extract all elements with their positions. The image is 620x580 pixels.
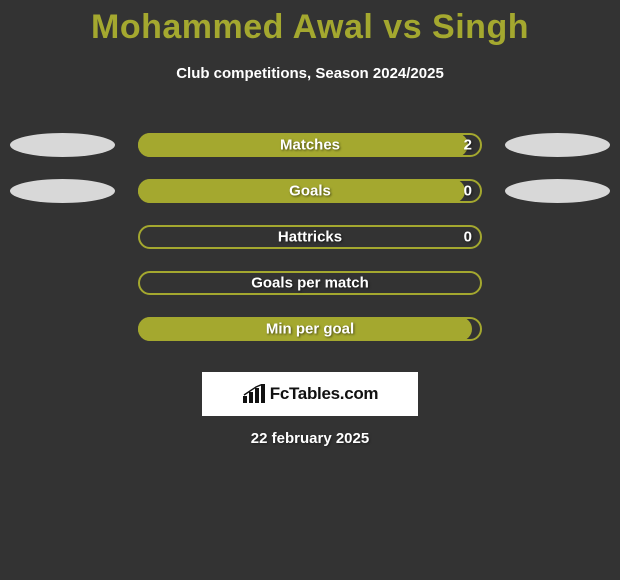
stat-row: Min per goal	[0, 306, 620, 352]
stat-bar: Hattricks 0	[138, 225, 482, 249]
date-text: 22 february 2025	[0, 430, 620, 447]
logo-box: FcTables.com	[202, 372, 418, 416]
stat-bar: Goals per match	[138, 271, 482, 295]
stat-bar: Matches 2	[138, 133, 482, 157]
stat-value-right: 2	[464, 137, 472, 154]
page-title: Mohammed Awal vs Singh	[0, 0, 620, 47]
left-marker	[10, 179, 115, 203]
stat-row: Goals 0	[0, 168, 620, 214]
logo-text: FcTables.com	[270, 384, 379, 404]
right-marker	[505, 133, 610, 157]
subtitle: Club competitions, Season 2024/2025	[0, 65, 620, 82]
stat-bar: Min per goal	[138, 317, 482, 341]
stat-value-right: 0	[464, 229, 472, 246]
stat-value-right: 0	[464, 183, 472, 200]
comparison-chart: Matches 2 Goals 0 Hattricks 0 Goals per match M…	[0, 122, 620, 352]
stat-row: Hattricks 0	[0, 214, 620, 260]
stat-label: Goals	[289, 183, 331, 200]
right-marker	[505, 179, 610, 203]
stat-label: Matches	[280, 137, 340, 154]
stat-label: Goals per match	[251, 275, 369, 292]
stat-label: Min per goal	[266, 321, 354, 338]
stat-label: Hattricks	[278, 229, 342, 246]
stat-row: Matches 2	[0, 122, 620, 168]
left-marker	[10, 133, 115, 157]
stat-bar: Goals 0	[138, 179, 482, 203]
bar-chart-icon	[242, 384, 266, 404]
stat-row: Goals per match	[0, 260, 620, 306]
